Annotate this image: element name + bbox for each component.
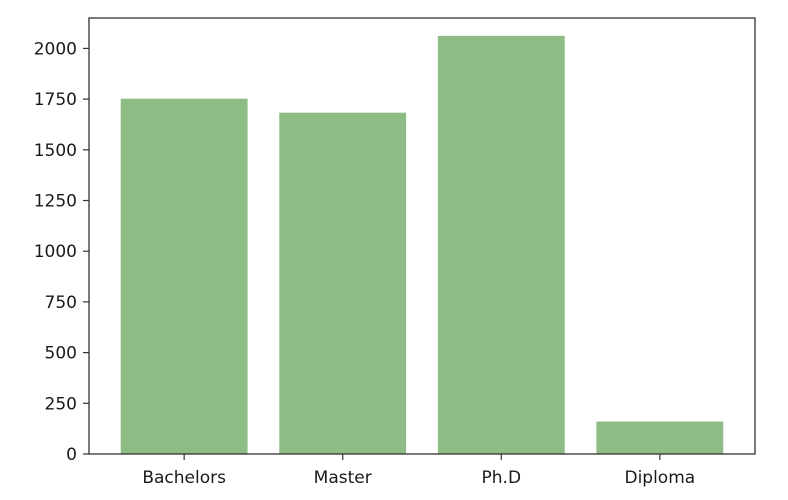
bar-master (279, 112, 407, 454)
y-tick-label: 1500 (34, 141, 77, 161)
bar-ph-d (437, 35, 565, 454)
x-tick-label: Master (314, 468, 372, 488)
y-tick-label: 500 (45, 344, 77, 364)
x-axis: Bachelors Master Ph.D Diploma (142, 454, 695, 488)
bars-group (120, 35, 724, 455)
bar-bachelors (120, 98, 248, 455)
x-tick-label: Ph.D (482, 468, 522, 488)
y-tick-label: 0 (66, 445, 77, 465)
bar-diploma (596, 421, 724, 454)
y-tick-label: 750 (45, 293, 77, 313)
y-tick-label: 1250 (34, 192, 77, 212)
y-tick-label: 1000 (34, 242, 77, 262)
y-tick-label: 1750 (34, 90, 77, 110)
plot-frame (88, 17, 756, 455)
x-tick-label: Diploma (624, 468, 695, 488)
y-tick-label: 2000 (34, 39, 77, 59)
x-tick-label: Bachelors (142, 468, 226, 488)
y-tick-label: 250 (45, 394, 77, 414)
y-axis: 0 250 500 750 1000 1250 1500 1750 2000 (34, 39, 89, 465)
